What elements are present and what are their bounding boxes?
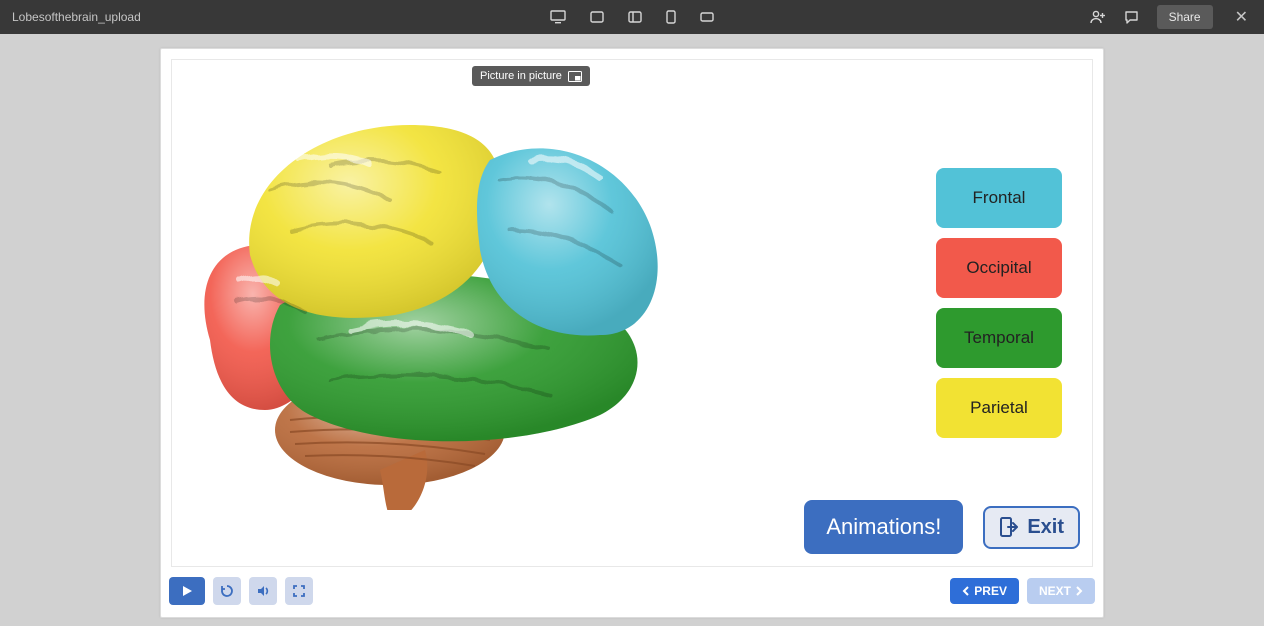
animations-button[interactable]: Animations!	[804, 500, 963, 554]
lobe-button-occipital[interactable]: Occipital	[936, 238, 1062, 298]
tablet-split-icon[interactable]	[628, 10, 642, 24]
phone-icon[interactable]	[666, 10, 676, 24]
exit-icon	[999, 516, 1021, 538]
action-row: Animations! Exit	[804, 500, 1080, 554]
close-icon[interactable]: ✕	[1231, 7, 1252, 27]
lobe-button-group: Frontal Occipital Temporal Parietal	[936, 168, 1062, 438]
exit-button[interactable]: Exit	[983, 506, 1080, 549]
next-button[interactable]: NEXT	[1027, 578, 1095, 604]
desktop-icon[interactable]	[550, 10, 566, 24]
topbar: Lobesofthebrain_upload Share ✕	[0, 0, 1264, 34]
picture-in-picture-badge[interactable]: Picture in picture	[472, 66, 590, 86]
next-label: NEXT	[1039, 584, 1071, 598]
chevron-right-icon	[1075, 586, 1083, 596]
slide-content: Picture in picture	[171, 59, 1093, 567]
topbar-right: Share ✕	[1090, 5, 1252, 29]
prev-button[interactable]: PREV	[950, 578, 1019, 604]
lobe-button-parietal[interactable]: Parietal	[936, 378, 1062, 438]
fullscreen-button[interactable]	[285, 577, 313, 605]
exit-label: Exit	[1027, 516, 1064, 539]
player-bar: PREV NEXT	[169, 573, 1095, 609]
chevron-left-icon	[962, 586, 970, 596]
tablet-landscape-icon[interactable]	[590, 10, 604, 24]
pip-label: Picture in picture	[480, 70, 562, 82]
device-preview-icons	[550, 10, 714, 24]
lobe-button-frontal[interactable]: Frontal	[936, 168, 1062, 228]
replay-button[interactable]	[213, 577, 241, 605]
brain-diagram	[180, 90, 680, 510]
prev-label: PREV	[974, 584, 1007, 598]
lobe-button-temporal[interactable]: Temporal	[936, 308, 1062, 368]
project-title: Lobesofthebrain_upload	[12, 10, 141, 24]
phone-landscape-icon[interactable]	[700, 12, 714, 22]
slide-stage: Picture in picture	[160, 48, 1104, 618]
share-button[interactable]: Share	[1157, 5, 1213, 29]
add-user-icon[interactable]	[1090, 10, 1106, 24]
play-button[interactable]	[169, 577, 205, 605]
volume-button[interactable]	[249, 577, 277, 605]
comment-icon[interactable]	[1124, 10, 1139, 24]
